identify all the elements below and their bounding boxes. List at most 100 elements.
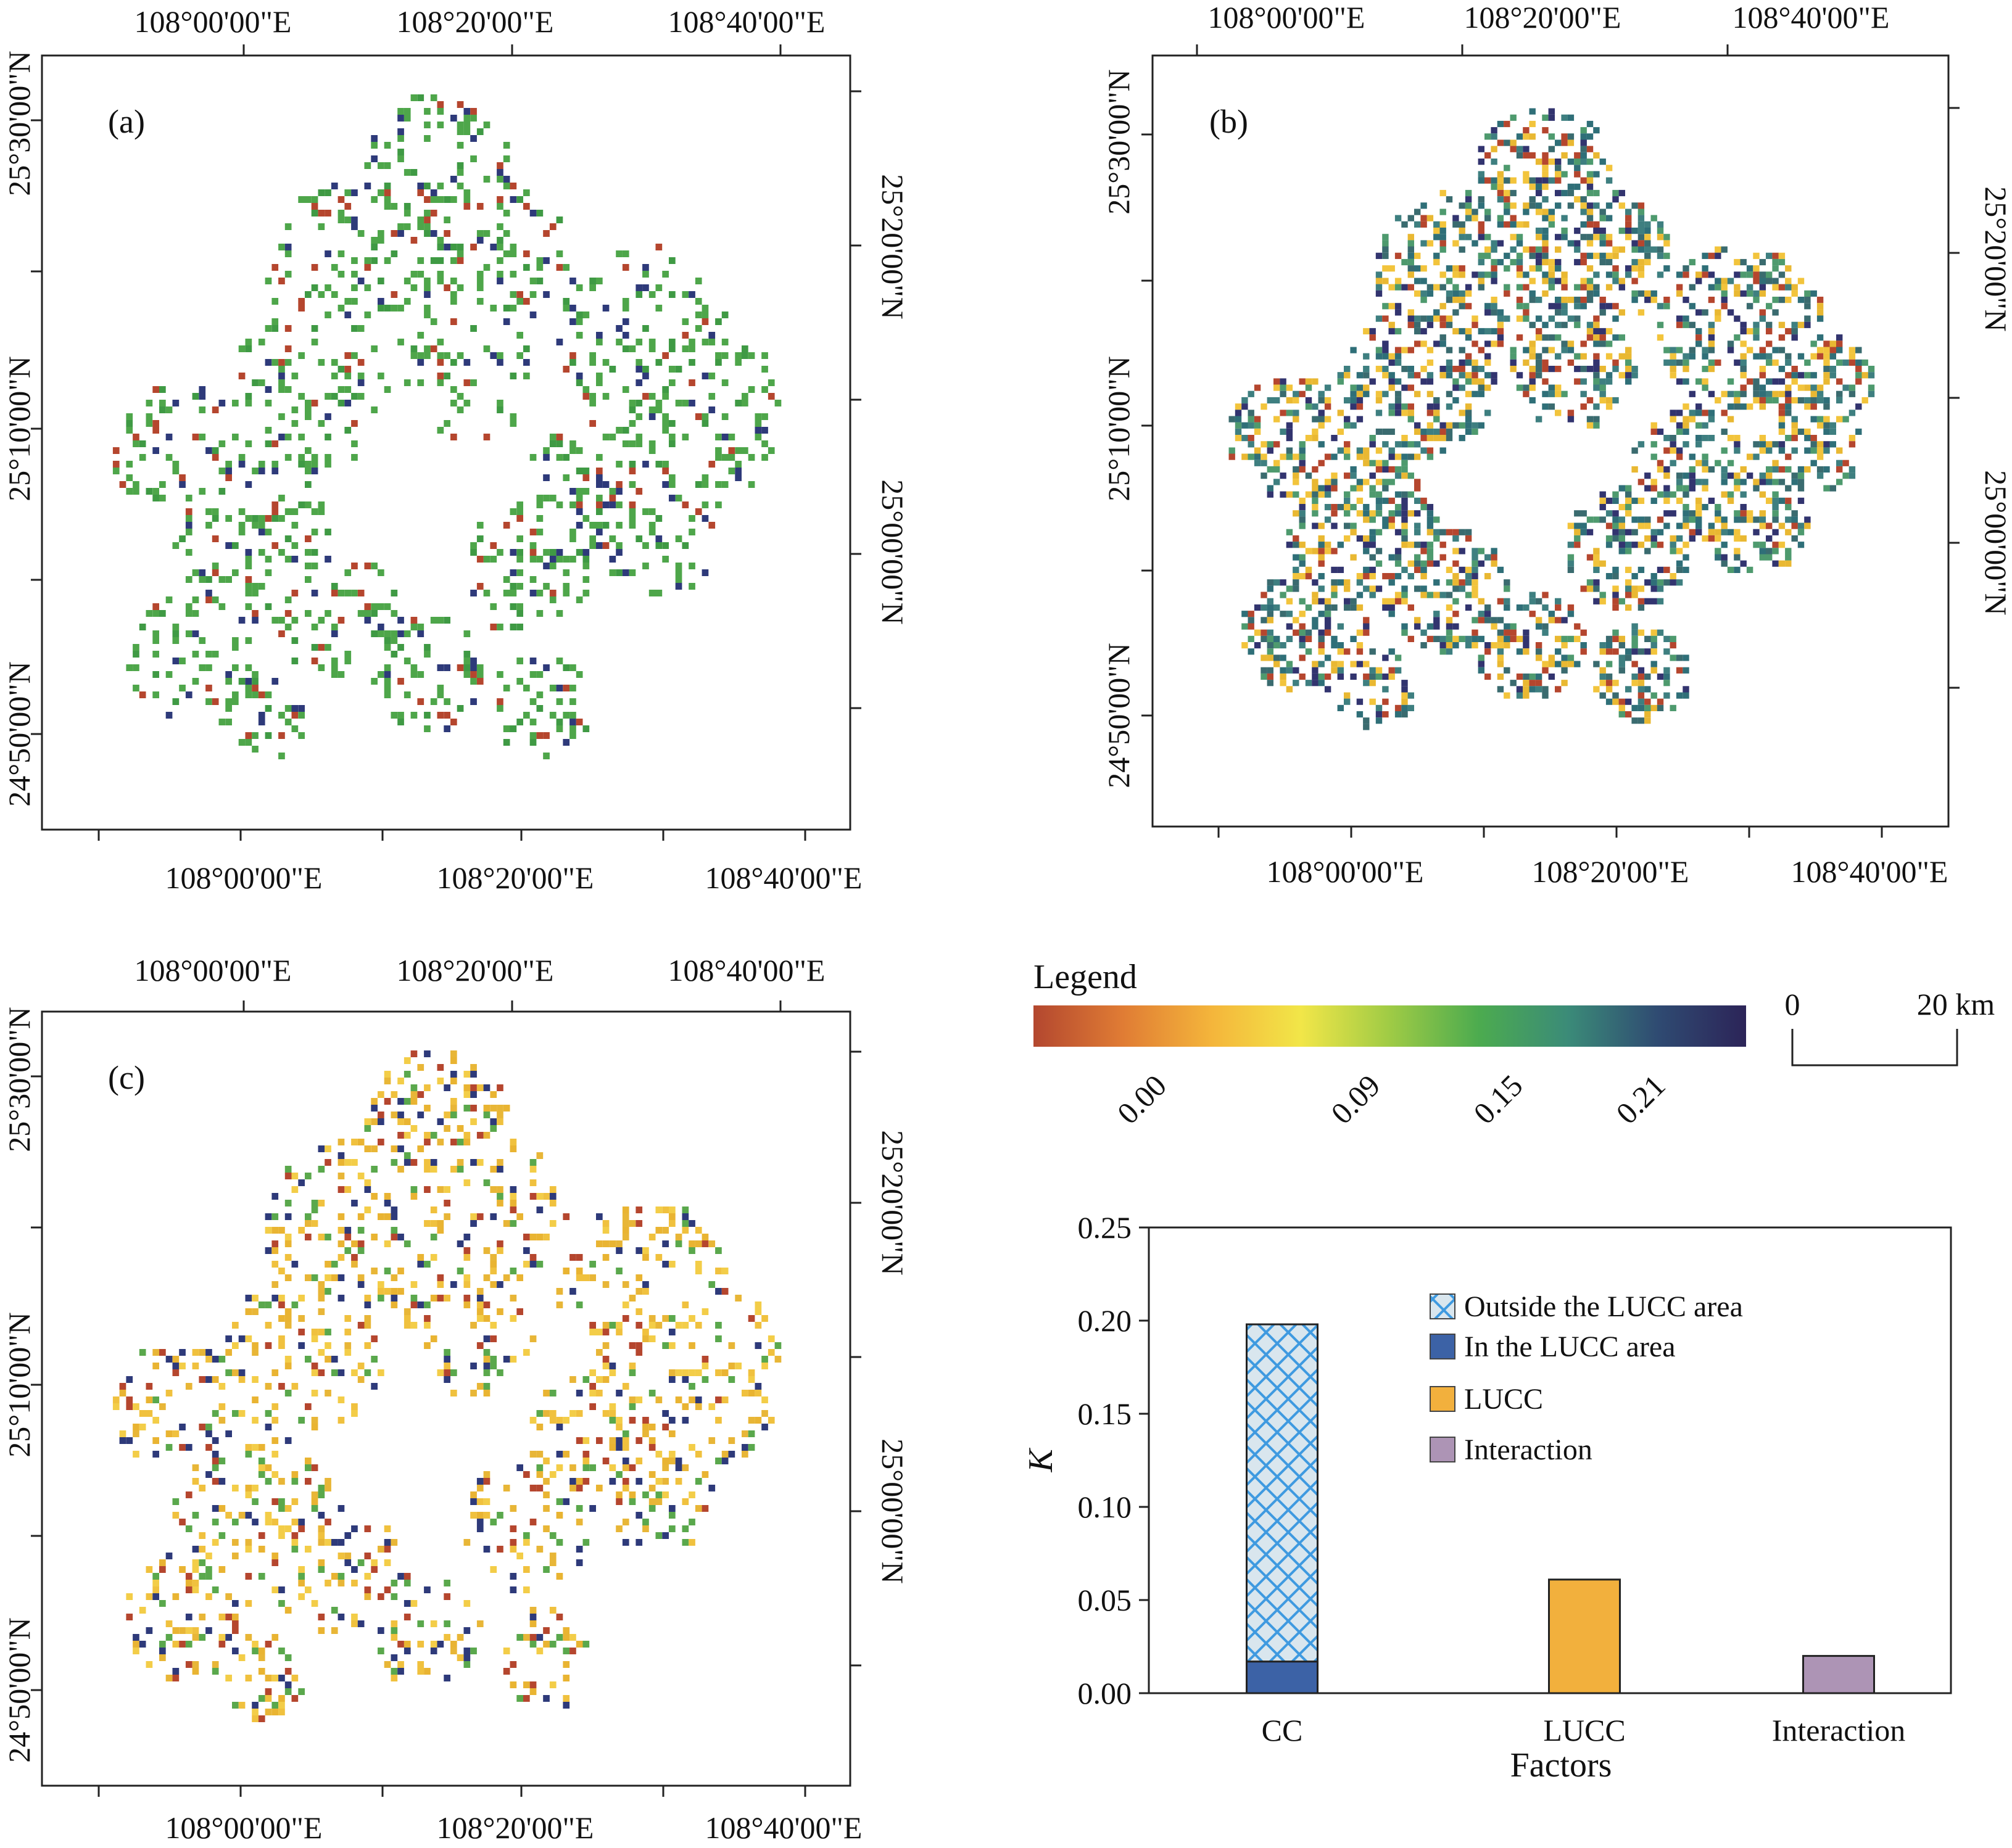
raster-cell <box>112 461 120 468</box>
raster-cell <box>298 1573 305 1580</box>
raster-cell <box>245 515 252 522</box>
longitude-label: 108°20'00"E <box>397 4 554 39</box>
raster-cell <box>576 311 583 318</box>
raster-cell <box>1465 410 1472 416</box>
raster-cell <box>1516 271 1523 278</box>
raster-cell <box>1472 585 1478 592</box>
raster-cell <box>344 386 352 393</box>
raster-cell <box>497 1247 503 1254</box>
raster-cell <box>735 1363 742 1369</box>
raster-cell <box>133 1403 139 1410</box>
raster-cell <box>463 203 471 210</box>
raster-cell <box>503 590 510 596</box>
raster-cell <box>1861 372 1868 379</box>
raster-cell <box>284 244 292 250</box>
raster-cell <box>622 427 629 434</box>
raster-cell <box>424 183 431 189</box>
raster-cell <box>1293 566 1299 573</box>
raster-cell <box>1510 629 1517 636</box>
raster-cell <box>1605 635 1613 642</box>
raster-cell <box>139 691 146 698</box>
raster-cell <box>305 535 312 542</box>
raster-cell <box>622 1458 629 1464</box>
raster-cell <box>1605 328 1613 335</box>
raster-cell <box>1478 384 1484 391</box>
raster-cell <box>1715 535 1721 542</box>
raster-cell <box>543 1505 550 1512</box>
raster-cell <box>616 549 623 556</box>
raster-cell <box>1504 667 1510 674</box>
raster-cell <box>715 1396 722 1403</box>
raster-cell <box>708 461 716 468</box>
raster-cell <box>497 1546 503 1553</box>
raster-cell <box>159 1648 166 1654</box>
raster-cell <box>576 1437 583 1444</box>
raster-cell <box>1676 692 1683 699</box>
raster-cell <box>1702 265 1708 272</box>
raster-cell <box>192 596 199 603</box>
raster-cell <box>218 719 226 725</box>
raster-cell <box>662 542 669 549</box>
raster-cell <box>1605 680 1613 687</box>
raster-cell <box>1439 372 1446 379</box>
raster-cell <box>497 237 503 244</box>
raster-cell <box>1363 573 1370 580</box>
raster-cell <box>1715 548 1721 555</box>
raster-cell <box>1369 585 1376 592</box>
raster-cell <box>371 1383 378 1390</box>
raster-cell <box>1491 159 1497 165</box>
legend-tick-label: 0.21 <box>1609 1068 1671 1130</box>
raster-cell <box>616 1322 623 1329</box>
raster-cell <box>1535 189 1542 197</box>
raster-cell <box>232 1410 239 1417</box>
raster-cell <box>622 1519 629 1525</box>
raster-cell <box>1542 252 1549 259</box>
raster-cell <box>1363 542 1370 548</box>
raster-cell <box>172 1512 180 1519</box>
raster-cell <box>1510 623 1517 630</box>
raster-cell <box>417 1668 424 1675</box>
raster-cell <box>1465 290 1472 297</box>
raster-cell <box>549 590 557 596</box>
raster-cell <box>1344 472 1351 479</box>
raster-cell <box>556 339 563 345</box>
raster-cell <box>1491 340 1497 347</box>
raster-cell <box>1414 221 1421 228</box>
raster-cell <box>384 685 391 691</box>
raster-cell <box>1580 202 1587 209</box>
raster-cell <box>1618 246 1625 253</box>
raster-cell <box>1375 479 1383 485</box>
raster-cell <box>1433 258 1440 266</box>
raster-cell <box>305 1586 312 1593</box>
raster-cell <box>305 1403 312 1410</box>
raster-cell <box>1625 654 1632 661</box>
raster-cell <box>1363 673 1370 680</box>
raster-cell <box>152 447 159 454</box>
raster-cell <box>476 1478 484 1485</box>
raster-cell <box>1382 278 1389 284</box>
raster-cell <box>318 617 325 624</box>
raster-cell <box>337 617 345 624</box>
raster-cell <box>1740 328 1747 335</box>
raster-cell <box>1823 441 1830 448</box>
raster-cell <box>1241 623 1248 630</box>
raster-cell <box>1804 321 1811 328</box>
raster-cell <box>318 508 325 515</box>
raster-cell <box>1734 359 1741 366</box>
raster-cell <box>1695 410 1702 416</box>
raster-cell <box>185 1383 193 1390</box>
raster-cell <box>1804 403 1811 410</box>
raster-cell <box>483 1084 491 1091</box>
raster-cell <box>1273 635 1280 642</box>
raster-cell <box>218 1478 226 1485</box>
raster-cell <box>1484 353 1491 360</box>
raster-cell <box>1305 573 1312 580</box>
raster-cell <box>1312 504 1319 511</box>
raster-cell <box>1663 466 1670 473</box>
raster-cell <box>1420 504 1427 511</box>
raster-cell <box>1676 315 1683 322</box>
raster-cell <box>1766 479 1773 485</box>
longitude-label: 108°40'00"E <box>1791 854 1948 889</box>
raster-cell <box>1542 366 1549 373</box>
raster-cell <box>1702 485 1708 492</box>
